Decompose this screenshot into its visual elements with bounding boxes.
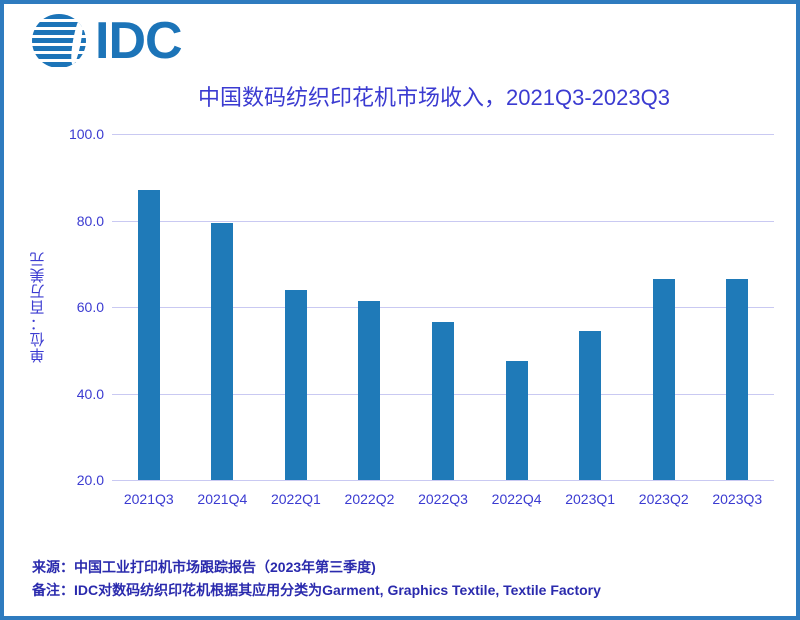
gridline-60.0 xyxy=(112,307,774,308)
x-tick-label: 2023Q3 xyxy=(712,491,763,507)
bar-slot xyxy=(480,134,554,480)
bar-slot xyxy=(627,134,701,480)
idc-logo: IDC xyxy=(32,12,183,70)
bar-2022Q3 xyxy=(432,322,455,480)
gridline-80.0 xyxy=(112,220,774,222)
x-tick-label: 2023Q2 xyxy=(638,491,689,507)
idc-globe-icon xyxy=(32,14,86,68)
bar-slot xyxy=(186,134,260,480)
x-tick-label: 2021Q4 xyxy=(197,491,248,507)
bar-slot xyxy=(553,134,627,480)
chart-title: 中国数码纺织印花机市场收入，2021Q3-2023Q3 xyxy=(198,85,670,110)
footer-source-line: 来源：中国工业打印机市场跟踪报告（2023年第三季度) xyxy=(32,559,376,575)
bar-2023Q2 xyxy=(652,278,675,480)
gridline-100.0 xyxy=(112,134,774,135)
x-tick-label: 2022Q1 xyxy=(270,491,321,507)
footer-note-line: 备注：IDC对数码纺织印花机根据其应用分类为Garment, Graphics … xyxy=(32,582,601,598)
bar-2022Q2 xyxy=(358,300,381,480)
bar-2021Q4 xyxy=(211,222,234,480)
bar-2022Q1 xyxy=(284,289,307,480)
x-tick-label: 2022Q4 xyxy=(491,491,542,507)
bar-2021Q3 xyxy=(137,190,160,480)
bar-2023Q3 xyxy=(726,278,749,480)
bar-slot xyxy=(406,134,480,480)
y-tick-label: 60.0 xyxy=(76,299,104,315)
x-tick-label: 2021Q3 xyxy=(123,491,174,507)
bar-2023Q1 xyxy=(579,330,602,480)
y-tick-label: 100.0 xyxy=(68,126,104,142)
y-tick-label: 80.0 xyxy=(76,212,104,229)
plot-area xyxy=(112,134,774,481)
x-tick-label: 2022Q3 xyxy=(418,491,468,507)
bar-slot xyxy=(259,134,333,480)
footer: 来源：中国工业打印机市场跟踪报告（2023年第三季度) 备注：IDC对数码纺织印… xyxy=(32,556,776,602)
bar-2022Q4 xyxy=(505,361,528,480)
y-tick-label: 40.0 xyxy=(76,385,104,402)
bars-row xyxy=(112,134,774,480)
y-tick-label: 20.0 xyxy=(76,472,104,488)
gridline-20.0 xyxy=(112,480,774,481)
idc-logo-text: IDC xyxy=(95,12,183,70)
x-tick-label: 2023Q1 xyxy=(565,491,616,507)
bar-slot xyxy=(701,134,775,480)
x-axis-labels: 2021Q3 2021Q4 2022Q1 2022Q2 2022Q3 2022Q4 2023… xyxy=(112,491,774,507)
x-tick-label: 2022Q2 xyxy=(344,491,395,507)
bar-slot xyxy=(333,134,407,480)
bar-slot xyxy=(112,134,186,480)
y-axis-ticks: 100.0 80.0 60.0 40.0 20.0 xyxy=(4,126,104,488)
